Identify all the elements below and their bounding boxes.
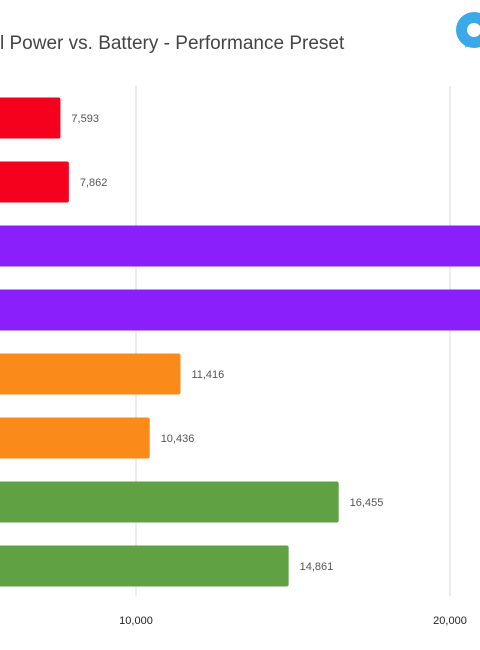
value-labels: 7,593 7,862 11,416 10,436 16,455 14,861 bbox=[71, 113, 383, 573]
bar-value-label: 10,436 bbox=[161, 433, 195, 445]
bar bbox=[0, 481, 339, 523]
bar bbox=[0, 545, 289, 587]
chart-title: l Power vs. Battery - Performance Preset bbox=[0, 33, 345, 54]
logo-icon bbox=[456, 12, 480, 48]
bar-value-label: 7,593 bbox=[71, 113, 99, 125]
bar-value-label: 7,862 bbox=[80, 177, 108, 189]
x-axis-ticks: 10,000 20,000 bbox=[119, 615, 467, 627]
bar bbox=[0, 97, 61, 139]
bar bbox=[0, 417, 150, 459]
bar bbox=[0, 353, 181, 395]
x-tick-label: 20,000 bbox=[433, 615, 467, 627]
x-tick-label: 10,000 bbox=[119, 615, 153, 627]
bar-value-label: 16,455 bbox=[350, 497, 384, 509]
bars bbox=[0, 97, 480, 587]
bar bbox=[0, 161, 69, 203]
bar-value-label: 14,861 bbox=[300, 561, 334, 573]
bar-value-label: 11,416 bbox=[191, 369, 224, 381]
bar bbox=[0, 225, 480, 267]
bar bbox=[0, 289, 480, 331]
